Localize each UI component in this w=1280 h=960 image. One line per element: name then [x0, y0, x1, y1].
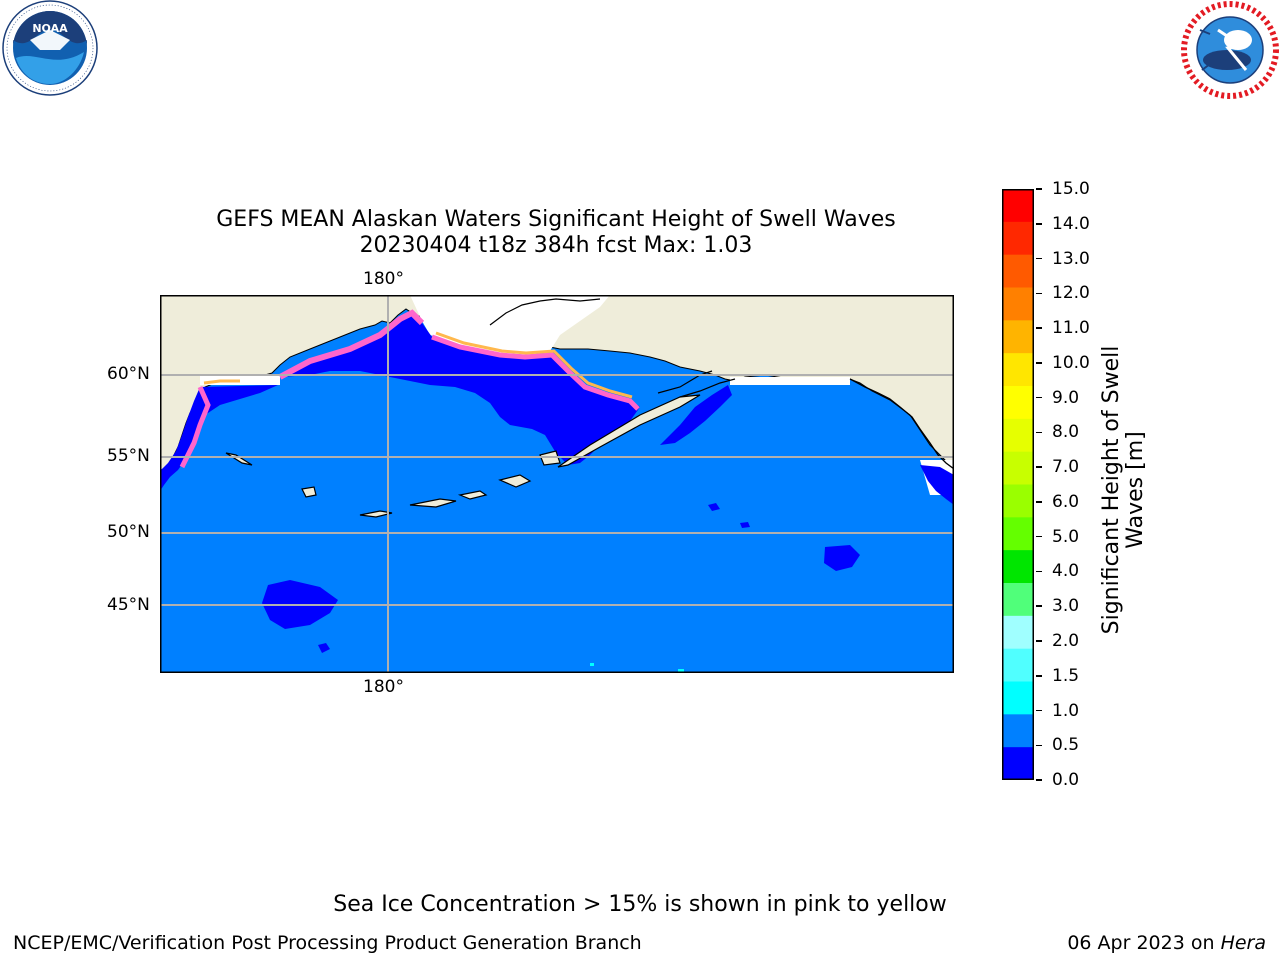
nws-logo [1180, 0, 1280, 100]
colorbar-tick-mark [1036, 362, 1042, 364]
colorbar-tick-mark [1036, 535, 1042, 538]
colorbar-segment [1002, 484, 1034, 518]
footer-date: 06 Apr 2023 on [1067, 932, 1221, 954]
colorbar-segment [1002, 189, 1034, 223]
low-wave-kodiak [660, 385, 732, 445]
lat-label-50: 50°N [107, 522, 150, 542]
lon-label-top: 180° [363, 269, 404, 289]
colorbar-tick-label: 9.0 [1052, 387, 1080, 408]
colorbar-segment [1002, 615, 1034, 650]
map-gridlines [160, 295, 954, 673]
colorbar-tick-label: 5.0 [1052, 526, 1080, 547]
swell-height-map [159, 294, 955, 673]
colorbar-tick-mark [1036, 779, 1042, 781]
colorbar [1002, 189, 1034, 781]
colorbar-segment [1002, 353, 1034, 387]
colorbar-label-line1: Significant Height of Swell [1099, 345, 1124, 635]
sea-ice-note: Sea Ice Concentration > 15% is shown in … [333, 892, 947, 917]
colorbar-tick-mark [1036, 223, 1042, 225]
colorbar-tick-mark [1036, 466, 1042, 468]
colorbar-segment [1002, 418, 1034, 453]
low-wave-west [160, 385, 278, 491]
colorbar-tick-label: 12.0 [1052, 283, 1090, 304]
colorbar-tick-mark [1036, 605, 1042, 607]
low-wave-patch-2 [824, 545, 860, 571]
lat-label-55: 55°N [107, 446, 150, 466]
noaa-logo: NOAA [0, 0, 102, 100]
colorbar-segment [1002, 681, 1034, 715]
colorbar-tick-label: 14.0 [1052, 213, 1090, 234]
colorbar-segment [1002, 287, 1034, 321]
lon-label-bottom: 180° [363, 677, 404, 697]
lat-label-60: 60°N [107, 364, 150, 384]
lat-label-45: 45°N [107, 595, 150, 615]
colorbar-segment [1002, 254, 1034, 289]
colorbar-segment [1002, 320, 1034, 354]
footer-left: NCEP/EMC/Verification Post Processing Pr… [13, 932, 642, 954]
colorbar-segment [1002, 451, 1034, 486]
colorbar-tick-label: 11.0 [1052, 318, 1090, 339]
colorbar-tick-label: 0.5 [1052, 735, 1080, 756]
colorbar-segment [1002, 648, 1034, 683]
colorbar-segment [1002, 747, 1034, 781]
colorbar-tick-label: 8.0 [1052, 422, 1080, 443]
svg-text:NOAA: NOAA [32, 22, 68, 35]
colorbar-tick-mark [1036, 640, 1042, 642]
colorbar-segment [1002, 714, 1034, 748]
colorbar-tick-mark [1036, 675, 1042, 677]
colorbar-tick-mark [1036, 292, 1042, 294]
colorbar-tick-label: 1.0 [1052, 700, 1080, 721]
low-wave-east [920, 465, 954, 505]
colorbar-segment [1002, 221, 1034, 256]
colorbar-tick-label: 6.0 [1052, 491, 1080, 512]
colorbar-tick-mark [1036, 501, 1042, 503]
colorbar-tick-label: 3.0 [1052, 596, 1080, 617]
chart-title: GEFS MEAN Alaskan Waters Significant Hei… [156, 207, 956, 259]
colorbar-label-line2: Waves [m] [1123, 431, 1148, 549]
low-wave-bering [280, 313, 640, 465]
colorbar-tick-label: 7.0 [1052, 457, 1080, 478]
title-line-2: 20230404 t18z 384h fcst Max: 1.03 [359, 233, 753, 258]
colorbar-tick-mark [1036, 709, 1042, 712]
sea-ice-edge-pink [278, 309, 425, 380]
map-panel [159, 294, 955, 673]
map-frame [160, 295, 954, 673]
colorbar-tick-label: 13.0 [1052, 248, 1090, 269]
colorbar-ticks: 15.0 14.0 13.0 12.0 11.0 10.0 9.0 8.0 7.0 6.0 5.0 4… [1036, 179, 1106, 791]
colorbar-tick-label: 15.0 [1052, 179, 1090, 199]
colorbar-segment [1002, 583, 1034, 617]
colorbar-tick-label: 0.0 [1052, 770, 1080, 790]
colorbar-tick-label: 10.0 [1052, 352, 1090, 373]
colorbar-tick-label: 1.5 [1052, 665, 1080, 686]
colorbar-tick-mark [1036, 744, 1042, 746]
aleutian-islands [225, 394, 701, 518]
colorbar-tick-mark [1036, 431, 1042, 434]
colorbar-tick-mark [1036, 396, 1042, 399]
colorbar-segment [1002, 386, 1034, 420]
colorbar-frame [1002, 189, 1034, 780]
colorbar-tick-mark [1036, 188, 1042, 190]
colorbar-label: Significant Height of Swell Waves [m] [970, 346, 1280, 635]
colorbar-tick-mark [1036, 327, 1042, 329]
colorbar-tick-label: 4.0 [1052, 561, 1080, 582]
colorbar-segment [1002, 550, 1034, 584]
colorbar-tick-mark [1036, 257, 1042, 260]
colorbar-tick-mark [1036, 570, 1042, 573]
footer-right: 06 Apr 2023 on Hera [1067, 932, 1266, 954]
footer-machine: Hera [1220, 932, 1266, 954]
title-line-1: GEFS MEAN Alaskan Waters Significant Hei… [216, 207, 896, 232]
colorbar-tick-label: 2.0 [1052, 630, 1080, 651]
colorbar-segment [1002, 517, 1034, 551]
